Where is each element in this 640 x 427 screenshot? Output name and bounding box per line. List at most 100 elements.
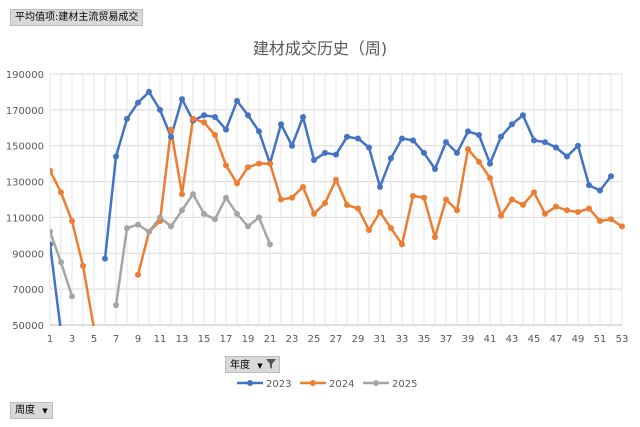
data-point-2024 bbox=[311, 210, 317, 217]
data-point-2023 bbox=[179, 96, 185, 103]
data-point-2023 bbox=[157, 106, 163, 113]
data-point-2024 bbox=[50, 167, 53, 174]
series-markers bbox=[50, 88, 625, 326]
data-point-2023 bbox=[201, 112, 207, 119]
data-point-2024 bbox=[443, 196, 449, 203]
x-tick-label: 23 bbox=[286, 334, 299, 345]
data-point-2023 bbox=[432, 166, 438, 173]
y-tick-label: 190000 bbox=[6, 70, 44, 81]
filter-icon[interactable] bbox=[265, 359, 276, 369]
data-point-2023 bbox=[135, 99, 141, 106]
data-point-2024 bbox=[223, 162, 229, 169]
data-point-2025 bbox=[190, 191, 196, 198]
data-point-2023 bbox=[498, 133, 504, 140]
data-point-2024 bbox=[267, 160, 273, 167]
data-point-2024 bbox=[487, 174, 493, 181]
data-point-2023 bbox=[300, 114, 306, 121]
data-point-2023 bbox=[168, 133, 174, 140]
data-point-2024 bbox=[92, 325, 96, 326]
data-point-2024 bbox=[344, 201, 350, 208]
data-point-2023 bbox=[531, 137, 537, 144]
y-tick-label: 150000 bbox=[6, 142, 44, 153]
value-field-button[interactable]: 平均值项:建材主流贸易成交 bbox=[10, 9, 144, 26]
x-tick-label: 11 bbox=[154, 334, 167, 345]
chart-title: 建材成交历史（周) bbox=[253, 39, 387, 58]
data-point-2025 bbox=[179, 207, 185, 214]
data-point-2024 bbox=[399, 241, 405, 248]
data-point-2023 bbox=[575, 142, 581, 149]
x-tick-label: 31 bbox=[374, 334, 387, 345]
data-point-2023 bbox=[322, 149, 328, 156]
x-tick-label: 47 bbox=[550, 334, 563, 345]
dropdown-icon[interactable]: ▼ bbox=[257, 362, 263, 370]
data-point-2024 bbox=[553, 203, 559, 210]
data-point-2023 bbox=[443, 139, 449, 146]
data-point-2023 bbox=[289, 142, 295, 149]
x-tick-label: 43 bbox=[506, 334, 519, 345]
data-point-2023 bbox=[608, 173, 614, 180]
x-axis: 1 3 5 7 9 11 13 15 17 19 21 23 25 27 29 31 33 35 37 39 41 43 4… bbox=[47, 334, 629, 345]
data-point-2024 bbox=[476, 158, 482, 165]
data-point-2024 bbox=[355, 205, 361, 212]
legend: 2023 2024 2025 bbox=[237, 379, 417, 390]
data-point-2025 bbox=[168, 223, 174, 230]
data-point-2025 bbox=[58, 259, 64, 266]
data-point-2024 bbox=[586, 205, 592, 212]
data-point-2025 bbox=[113, 302, 119, 309]
data-point-2024 bbox=[498, 212, 504, 219]
y-tick-label: 50000 bbox=[12, 321, 44, 332]
data-point-2024 bbox=[135, 271, 141, 278]
data-point-2024 bbox=[421, 194, 427, 201]
data-point-2024 bbox=[168, 126, 174, 133]
data-point-2023 bbox=[212, 114, 218, 121]
data-point-2023 bbox=[410, 137, 416, 144]
legend-label-2024: 2024 bbox=[329, 379, 354, 390]
dropdown-icon[interactable]: ▼ bbox=[42, 407, 48, 415]
data-point-2023 bbox=[113, 153, 119, 160]
data-point-2023 bbox=[465, 128, 471, 135]
data-point-2024 bbox=[300, 183, 306, 190]
x-tick-label: 17 bbox=[220, 334, 233, 345]
data-point-2023 bbox=[388, 155, 394, 162]
data-point-2024 bbox=[465, 146, 471, 153]
x-tick-label: 41 bbox=[484, 334, 497, 345]
data-point-2024 bbox=[410, 192, 416, 199]
data-point-2023 bbox=[102, 255, 108, 262]
row-field-button[interactable]: 周度 ▼ bbox=[10, 402, 53, 419]
data-point-2024 bbox=[542, 210, 548, 217]
data-point-2023 bbox=[377, 183, 383, 190]
x-tick-label: 45 bbox=[528, 334, 541, 345]
x-tick-label: 53 bbox=[616, 334, 629, 345]
x-tick-label: 7 bbox=[113, 334, 119, 345]
data-point-2023 bbox=[476, 131, 482, 138]
axis-field-button[interactable]: 年度 ▼ bbox=[225, 356, 280, 373]
data-point-2024 bbox=[520, 201, 526, 208]
data-point-2024 bbox=[454, 207, 460, 214]
x-tick-label: 39 bbox=[462, 334, 475, 345]
row-field-label: 周度 bbox=[15, 405, 35, 416]
x-tick-label: 27 bbox=[330, 334, 343, 345]
y-tick-label: 170000 bbox=[6, 106, 44, 117]
data-point-2025 bbox=[157, 214, 163, 221]
data-point-2024 bbox=[190, 115, 196, 122]
legend-marker-2023 bbox=[247, 380, 253, 386]
x-tick-label: 35 bbox=[418, 334, 431, 345]
data-point-2023 bbox=[542, 139, 548, 146]
x-tick-label: 5 bbox=[91, 334, 97, 345]
data-point-2024 bbox=[619, 223, 625, 230]
data-point-2023 bbox=[278, 121, 284, 128]
x-tick-label: 51 bbox=[594, 334, 607, 345]
data-point-2024 bbox=[289, 194, 295, 201]
data-point-2025 bbox=[201, 210, 207, 217]
data-point-2024 bbox=[278, 196, 284, 203]
data-point-2025 bbox=[234, 210, 240, 217]
data-point-2024 bbox=[608, 216, 614, 223]
gridlines bbox=[49, 73, 623, 326]
data-point-2023 bbox=[421, 149, 427, 156]
x-tick-label: 29 bbox=[352, 334, 365, 345]
data-point-2024 bbox=[245, 164, 251, 171]
legend-label-2025: 2025 bbox=[392, 379, 417, 390]
y-tick-label: 90000 bbox=[12, 249, 44, 260]
axis-field-label: 年度 bbox=[230, 360, 250, 371]
data-point-2023 bbox=[124, 115, 130, 122]
